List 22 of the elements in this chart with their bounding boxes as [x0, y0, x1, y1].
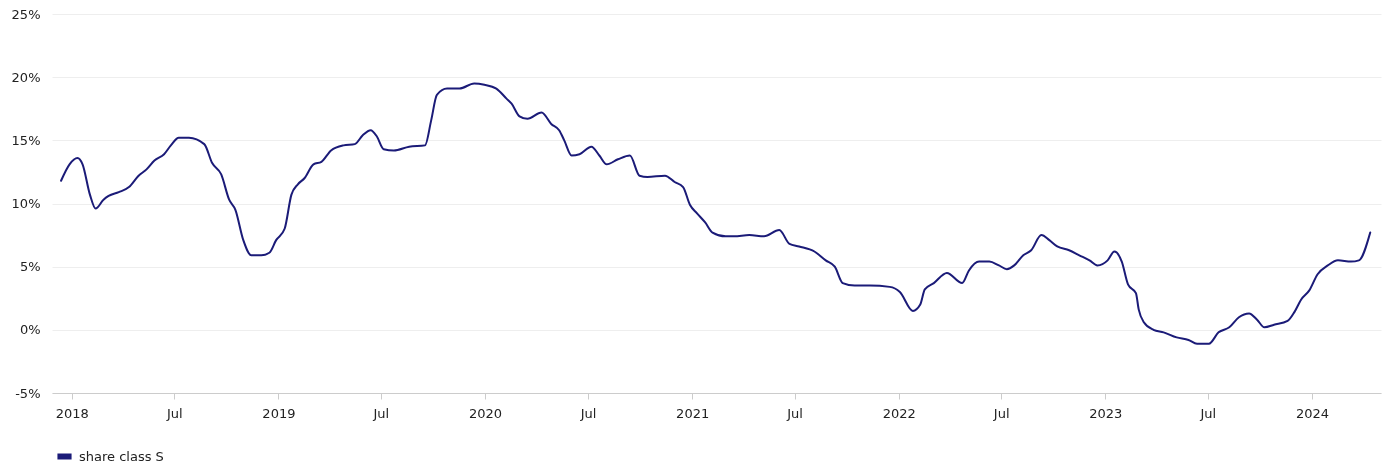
- y-tick-label: -5%: [15, 385, 41, 401]
- x-tick-label: 2023: [1089, 405, 1123, 421]
- x-tick-label: 2018: [55, 405, 89, 421]
- line-series: [60, 82, 1372, 345]
- y-tick-label: 0%: [19, 322, 41, 338]
- x-tick-label: 2019: [262, 405, 296, 421]
- x-tick-label: Jul: [372, 405, 390, 421]
- x-tick-label: 2024: [1295, 405, 1329, 421]
- y-tick-label: 25%: [11, 6, 41, 22]
- y-tick-label: 10%: [11, 196, 41, 211]
- x-tick-label: Jul: [1199, 405, 1217, 421]
- y-tick-label: 5%: [19, 259, 41, 275]
- x-tick-label: Jul: [992, 405, 1010, 421]
- legend-label: share class S: [79, 448, 164, 463]
- x-tick-label: 2020: [468, 405, 503, 421]
- x-tick-label: 2021: [676, 405, 710, 421]
- x-tick-label: Jul: [165, 405, 183, 421]
- y-tick-label: 15%: [11, 132, 41, 148]
- y-tick-label: 20%: [11, 69, 41, 85]
- x-tick-label: Jul: [786, 405, 803, 421]
- x-tick-label: Jul: [579, 405, 597, 421]
- x-tick-label: 2022: [882, 405, 916, 421]
